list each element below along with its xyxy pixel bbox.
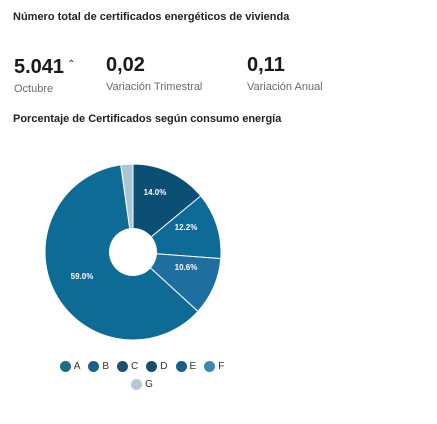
legend-label: B xyxy=(102,361,110,372)
legend-dot-icon xyxy=(88,361,100,372)
legend-dot-icon xyxy=(175,361,187,372)
legend-item-e[interactable]: E xyxy=(175,361,197,372)
kpi-title: Número total de certificados energéticos… xyxy=(13,11,290,23)
legend-label: F xyxy=(218,361,225,372)
data-label-f: 10.6% xyxy=(175,263,198,272)
kpi-label: Variación Trimestral xyxy=(106,81,203,93)
legend-label: G xyxy=(145,379,153,390)
kpi-quarterly-variation: 0,02 Variación Trimestral xyxy=(106,53,202,93)
data-label-g: 59.0% xyxy=(71,272,94,281)
trend-up-icon: ⌃ xyxy=(67,59,76,70)
legend-row: A B C D E F xyxy=(32,361,252,372)
data-label-e: 12.2% xyxy=(175,223,198,232)
kpi-value: 5.041 ⌃ xyxy=(14,53,75,79)
data-label-d: 14.0% xyxy=(144,188,167,197)
legend-label: E xyxy=(189,361,197,372)
legend-label: C xyxy=(131,361,139,372)
legend-item-g[interactable]: G xyxy=(131,379,153,390)
kpi-label: Variación Anual xyxy=(247,81,323,93)
kpi-annual-variation: 0,11 Variación Anual xyxy=(247,53,323,93)
legend-dot-icon xyxy=(204,361,216,372)
chart-legend: A B C D E F G xyxy=(32,361,252,397)
legend-label: A xyxy=(73,361,81,372)
legend-dot-icon xyxy=(146,361,158,372)
legend-item-c[interactable]: C xyxy=(117,361,138,372)
legend-row: G xyxy=(32,379,252,390)
legend-label: D xyxy=(160,361,168,372)
legend-item-f[interactable]: F xyxy=(204,361,224,372)
kpi-value: 0,02 xyxy=(106,54,145,76)
legend-dot-icon xyxy=(131,379,143,390)
chart-title: Porcentaje de Certificados según consumo… xyxy=(13,113,282,125)
pie-center-hole xyxy=(109,228,157,276)
legend-dot-icon xyxy=(59,361,71,372)
kpi-label: Octubre xyxy=(14,83,54,95)
legend-item-a[interactable]: A xyxy=(59,361,81,372)
kpi-value: 0,11 xyxy=(247,54,285,76)
legend-item-d[interactable]: D xyxy=(146,361,168,372)
kpi-total-october: 5.041 ⌃ Octubre xyxy=(14,53,75,95)
legend-item-b[interactable]: B xyxy=(88,361,109,372)
legend-dot-icon xyxy=(117,361,129,372)
kpi-value-number: 5.041 xyxy=(14,56,65,78)
pie-slice-d[interactable] xyxy=(132,163,202,254)
